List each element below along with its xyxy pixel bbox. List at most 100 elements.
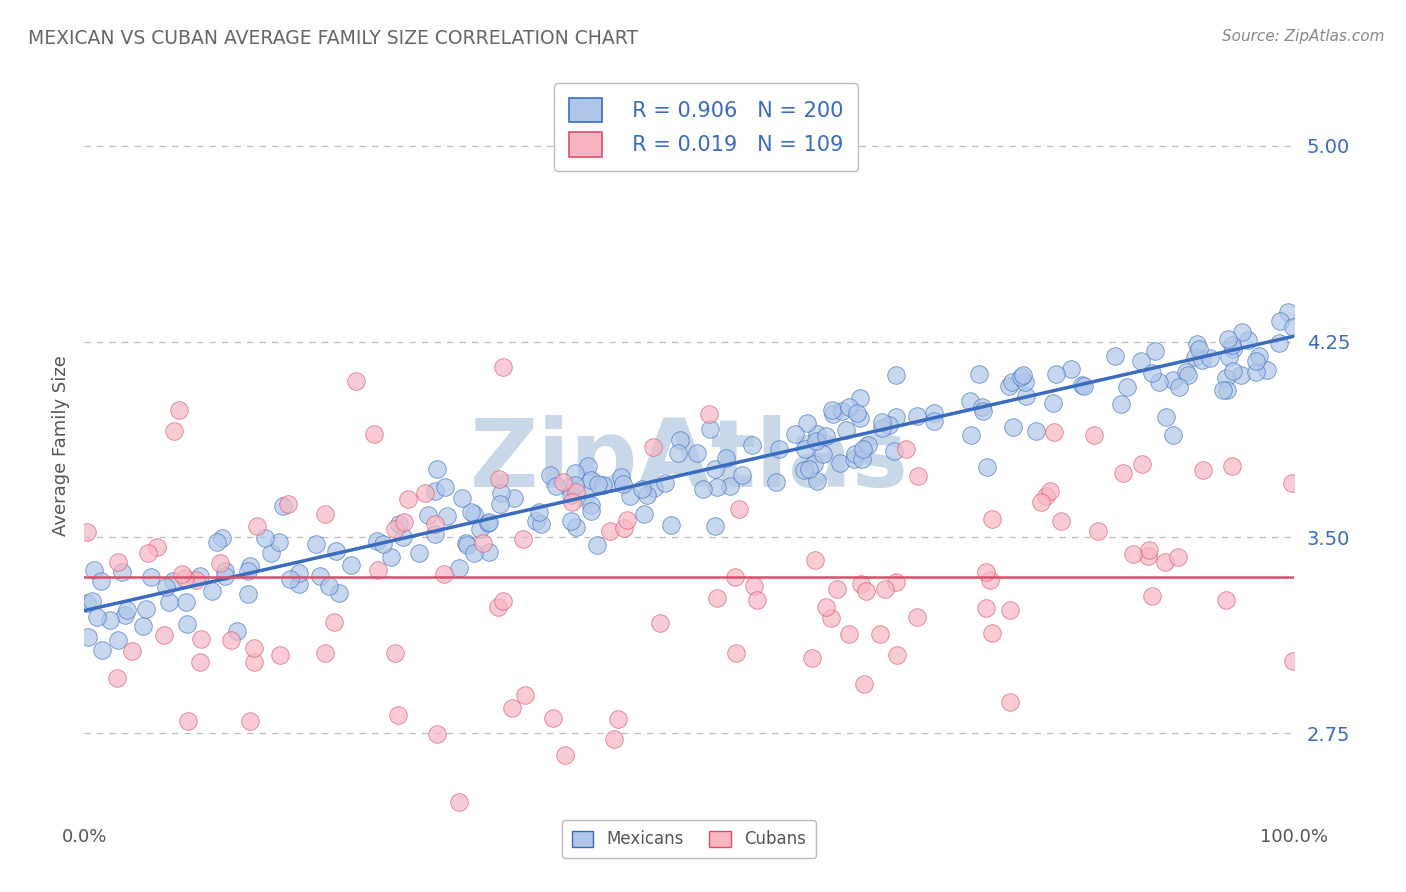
Point bbox=[172, 567, 194, 582]
Point bbox=[391, 530, 413, 544]
Point bbox=[328, 585, 350, 599]
Point bbox=[1038, 483, 1060, 498]
Point bbox=[666, 446, 689, 460]
Point bbox=[699, 422, 721, 436]
Point bbox=[1014, 389, 1036, 403]
Point bbox=[221, 632, 243, 647]
Point bbox=[976, 601, 998, 615]
Point bbox=[211, 531, 233, 545]
Point bbox=[1167, 549, 1189, 564]
Point bbox=[425, 483, 447, 498]
Point bbox=[692, 483, 714, 497]
Point bbox=[579, 473, 602, 487]
Point bbox=[581, 498, 603, 512]
Point bbox=[416, 508, 439, 523]
Point bbox=[1230, 368, 1253, 382]
Point bbox=[1122, 548, 1144, 562]
Point bbox=[828, 456, 851, 470]
Point bbox=[501, 701, 523, 715]
Point bbox=[267, 534, 290, 549]
Point bbox=[1130, 457, 1153, 471]
Point bbox=[308, 568, 330, 582]
Point bbox=[239, 714, 262, 728]
Point bbox=[765, 475, 787, 489]
Point bbox=[979, 573, 1001, 587]
Point bbox=[852, 442, 875, 456]
Point bbox=[1212, 383, 1234, 397]
Point bbox=[564, 478, 586, 492]
Point bbox=[1001, 375, 1024, 389]
Point bbox=[413, 485, 436, 500]
Point bbox=[1282, 654, 1305, 668]
Point bbox=[363, 427, 385, 442]
Point bbox=[77, 630, 100, 644]
Point bbox=[745, 593, 768, 607]
Point bbox=[146, 540, 169, 554]
Point bbox=[107, 633, 129, 648]
Point bbox=[586, 477, 609, 491]
Point bbox=[1137, 549, 1160, 563]
Point bbox=[426, 461, 449, 475]
Point bbox=[806, 427, 828, 442]
Point bbox=[433, 480, 456, 494]
Point bbox=[478, 545, 501, 559]
Point bbox=[811, 447, 834, 461]
Point bbox=[613, 521, 636, 535]
Point bbox=[1256, 362, 1278, 376]
Point bbox=[432, 566, 454, 581]
Point bbox=[89, 574, 111, 588]
Point bbox=[886, 574, 908, 589]
Point bbox=[121, 643, 143, 657]
Point bbox=[176, 617, 198, 632]
Point bbox=[565, 484, 588, 499]
Point bbox=[998, 603, 1021, 617]
Point bbox=[1220, 338, 1243, 352]
Point bbox=[176, 714, 198, 728]
Point bbox=[91, 642, 114, 657]
Point bbox=[796, 416, 818, 430]
Point bbox=[1163, 373, 1185, 387]
Point bbox=[1222, 458, 1244, 473]
Point bbox=[190, 632, 212, 646]
Point bbox=[561, 495, 583, 509]
Point bbox=[823, 407, 845, 421]
Point bbox=[288, 566, 311, 581]
Point bbox=[1168, 379, 1191, 393]
Point bbox=[1218, 332, 1240, 346]
Point bbox=[980, 625, 1002, 640]
Point bbox=[804, 434, 827, 448]
Point bbox=[1247, 349, 1270, 363]
Point bbox=[643, 440, 665, 454]
Point bbox=[155, 580, 177, 594]
Legend: Mexicans, Cubans: Mexicans, Cubans bbox=[562, 821, 815, 858]
Point bbox=[706, 480, 728, 494]
Point bbox=[831, 404, 853, 418]
Point bbox=[214, 568, 236, 582]
Point bbox=[205, 535, 228, 549]
Point bbox=[835, 423, 858, 437]
Point bbox=[894, 442, 917, 457]
Point bbox=[558, 480, 581, 494]
Point bbox=[884, 368, 907, 382]
Point bbox=[703, 519, 725, 533]
Point bbox=[396, 491, 419, 506]
Point bbox=[551, 475, 574, 489]
Point bbox=[564, 466, 586, 480]
Point bbox=[643, 481, 665, 495]
Point bbox=[260, 546, 283, 560]
Point bbox=[226, 624, 249, 639]
Point bbox=[408, 546, 430, 560]
Point bbox=[731, 468, 754, 483]
Text: Source: ZipAtlas.com: Source: ZipAtlas.com bbox=[1222, 29, 1385, 44]
Point bbox=[107, 555, 129, 569]
Point bbox=[849, 391, 872, 405]
Point bbox=[76, 524, 98, 539]
Point bbox=[554, 747, 576, 762]
Point bbox=[815, 429, 838, 443]
Point bbox=[86, 610, 108, 624]
Point bbox=[718, 479, 741, 493]
Point bbox=[114, 607, 136, 622]
Point bbox=[844, 447, 866, 461]
Point bbox=[253, 531, 276, 545]
Point bbox=[135, 602, 157, 616]
